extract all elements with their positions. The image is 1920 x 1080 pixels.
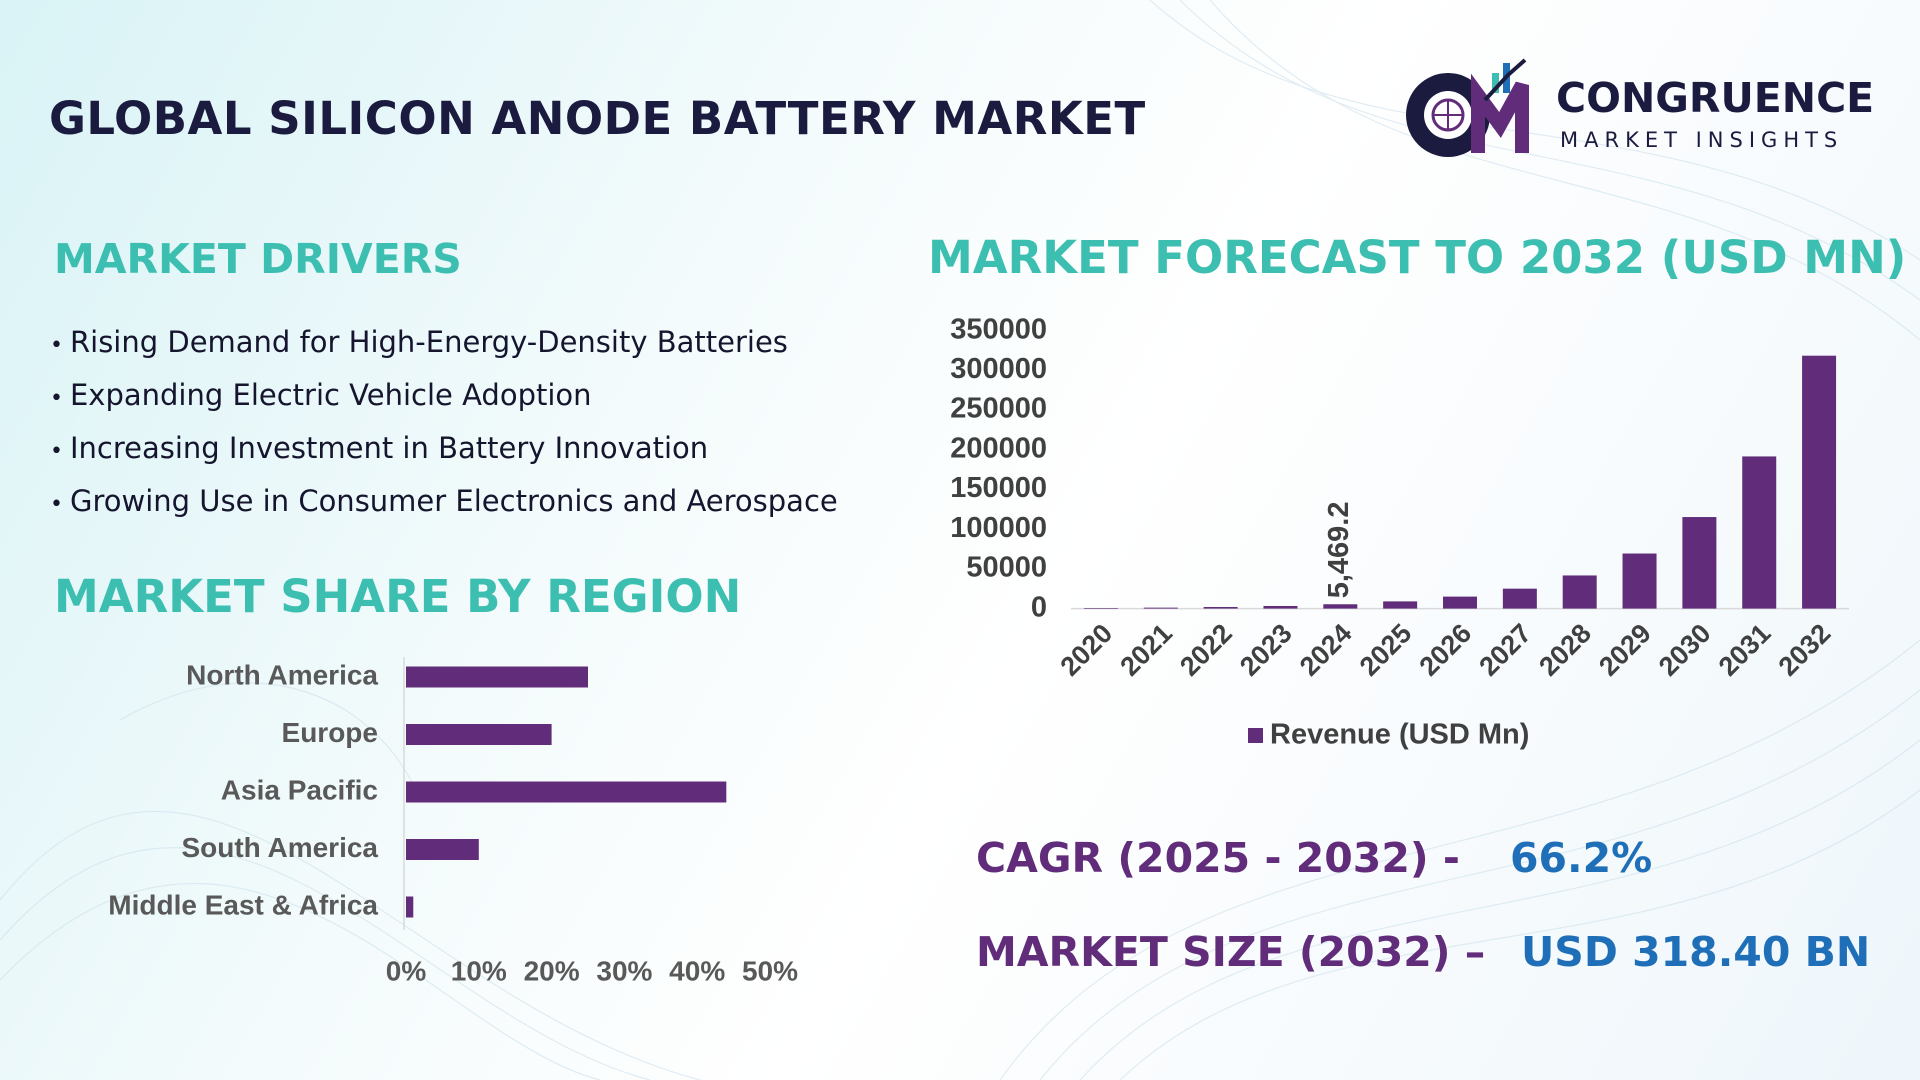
- bar: [1083, 608, 1118, 609]
- bar: [406, 666, 588, 688]
- x-tick-label: 40%: [669, 955, 725, 986]
- driver-item: Increasing Investment in Battery Innovat…: [50, 431, 708, 465]
- bar: [406, 839, 479, 860]
- x-tick-label: 2027: [1473, 618, 1537, 682]
- cagr-label: CAGR (2025 - 2032) -: [976, 834, 1460, 882]
- y-tick-label: 100000: [950, 512, 1047, 544]
- bar: [1263, 605, 1298, 609]
- market-size-value: USD 318.40 BN: [1521, 928, 1871, 976]
- y-tick-label: 150000: [950, 472, 1047, 504]
- logo-icon: [1406, 58, 1529, 157]
- y-tick-label: Asia Pacific: [221, 774, 378, 805]
- bar: [1622, 553, 1657, 609]
- y-tick-label: 50000: [966, 552, 1047, 584]
- driver-item: Growing Use in Consumer Electronics and …: [50, 484, 838, 518]
- y-tick-label: Middle East & Africa: [108, 889, 378, 920]
- x-tick-label: 2028: [1533, 618, 1597, 682]
- driver-item: Rising Demand for High-Energy-Density Ba…: [50, 325, 788, 359]
- x-tick-label: 30%: [596, 955, 652, 986]
- bar: [1443, 596, 1477, 609]
- x-tick-label: 2024: [1294, 618, 1358, 682]
- x-tick-label: 2025: [1354, 618, 1418, 682]
- bar: [1502, 588, 1537, 609]
- page-title: GLOBAL SILICON ANODE BATTERY MARKET: [49, 92, 1146, 145]
- y-tick-label: 250000: [950, 393, 1047, 425]
- chart-title: MARKET SHARE BY REGION: [54, 570, 741, 623]
- x-tick-label: 2021: [1114, 618, 1178, 682]
- bar: [1802, 355, 1837, 609]
- x-tick-label: 0%: [386, 955, 427, 986]
- y-tick-label: 350000: [950, 313, 1047, 345]
- y-tick-label: 200000: [950, 432, 1047, 464]
- bar: [1562, 575, 1597, 609]
- x-tick-label: 2020: [1055, 618, 1119, 682]
- legend-label: Revenue (USD Mn): [1270, 719, 1529, 751]
- x-tick-label: 2026: [1414, 618, 1478, 682]
- data-label: 5,469.2: [1323, 501, 1355, 598]
- bar: [1742, 456, 1777, 609]
- market-size-label: MARKET SIZE (2032) –: [976, 928, 1486, 976]
- x-tick-label: 2030: [1653, 618, 1717, 682]
- bar: [1383, 601, 1418, 609]
- y-tick-label: Europe: [282, 717, 378, 748]
- x-tick-label: 2022: [1174, 618, 1238, 682]
- y-tick-label: 300000: [950, 353, 1047, 385]
- y-tick-label: North America: [186, 659, 378, 690]
- driver-item: Expanding Electric Vehicle Adoption: [50, 378, 592, 412]
- drivers-heading: MARKET DRIVERS: [54, 235, 462, 283]
- x-tick-label: 50%: [742, 955, 798, 986]
- bar: [406, 781, 727, 803]
- bar: [406, 724, 552, 745]
- x-tick-label: 2032: [1773, 618, 1837, 682]
- logo-name: CONGRUENCE: [1556, 74, 1875, 122]
- x-tick-label: 20%: [524, 955, 580, 986]
- x-tick-label: 10%: [451, 955, 507, 986]
- logo-tagline: MARKET INSIGHTS: [1560, 128, 1844, 152]
- bar: [1682, 517, 1717, 609]
- bar: [1323, 604, 1358, 609]
- bar: [406, 896, 414, 918]
- x-tick-label: 2029: [1593, 618, 1657, 682]
- x-tick-label: 2023: [1234, 618, 1298, 682]
- cagr-value: 66.2%: [1510, 834, 1653, 882]
- bar: [1203, 607, 1238, 609]
- x-tick-label: 2031: [1713, 618, 1777, 682]
- y-tick-label: South America: [181, 832, 378, 863]
- legend-swatch: [1248, 728, 1263, 743]
- y-tick-label: 0: [1031, 591, 1047, 623]
- chart-title: MARKET FORECAST TO 2032 (USD MN): [928, 231, 1906, 284]
- bar: [1143, 607, 1178, 609]
